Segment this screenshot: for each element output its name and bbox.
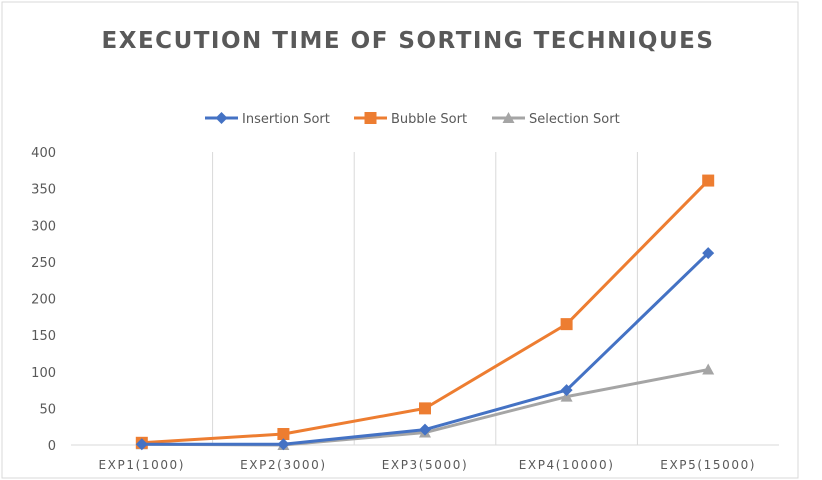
data-point-bubble-sort	[560, 318, 573, 331]
data-point-insertion-sort	[277, 438, 290, 451]
legend-label: Bubble Sort	[391, 112, 467, 127]
legend-marker	[364, 112, 377, 124]
legend: Insertion Sort Bubble Sort Selection Sort	[205, 112, 620, 127]
data-point-bubble-sort	[277, 428, 290, 441]
x-axis: EXP1(1000) EXP2(3000) EXP3(5000) EXP4(10000…	[99, 458, 756, 472]
data-point-bubble-sort	[702, 174, 715, 187]
y-tick-label: 100	[31, 366, 56, 381]
legend-label: Insertion Sort	[242, 112, 330, 127]
y-tick-label: 250	[31, 256, 56, 271]
data-point-insertion-sort	[560, 384, 573, 397]
y-tick-label: 350	[31, 183, 56, 198]
x-tick-label: EXP2(3000)	[240, 458, 327, 472]
y-tick-label: 150	[31, 329, 56, 344]
y-tick-label: 50	[39, 402, 56, 417]
data-point-selection-sort	[702, 363, 715, 375]
chart-border	[1, 1, 799, 479]
y-tick-label: 0	[48, 439, 56, 454]
legend-label: Selection Sort	[529, 112, 620, 127]
data-point-bubble-sort	[419, 402, 431, 415]
y-tick-label: 200	[31, 293, 56, 308]
x-tick-label: EXP5(15000)	[660, 458, 756, 472]
x-tick-label: EXP4(10000)	[519, 458, 615, 472]
plot-area	[135, 174, 715, 451]
y-axis: 0 50 100 150 200 250 300 350 400	[31, 146, 56, 454]
legend-item-bubble-sort: Bubble Sort	[354, 112, 467, 127]
data-point-insertion-sort	[419, 423, 431, 436]
data-point-insertion-sort	[135, 438, 148, 451]
legend-marker	[502, 112, 515, 123]
x-tick-label: EXP1(1000)	[99, 458, 186, 472]
chart-title: EXECUTION TIME OF SORTING TECHNIQUES	[102, 28, 715, 54]
y-tick-label: 300	[31, 219, 56, 234]
legend-item-selection-sort: Selection Sort	[492, 112, 620, 127]
legend-item-insertion-sort: Insertion Sort	[205, 112, 330, 127]
series-insertion-sort	[135, 247, 715, 451]
x-tick-label: EXP3(5000)	[382, 458, 469, 472]
data-point-selection-sort	[560, 390, 573, 402]
legend-marker	[215, 112, 228, 124]
y-tick-label: 400	[31, 146, 56, 161]
data-point-insertion-sort	[702, 247, 715, 260]
